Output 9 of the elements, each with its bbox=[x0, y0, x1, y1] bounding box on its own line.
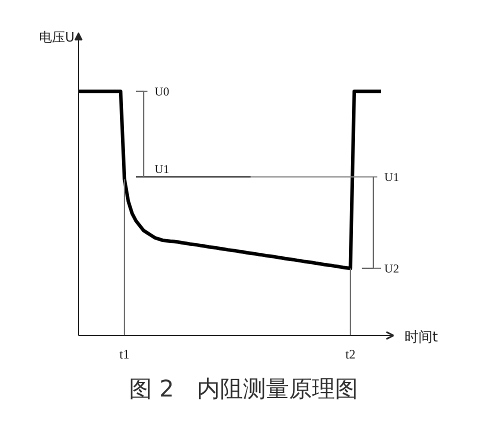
x-axis-title: 时间t bbox=[404, 329, 438, 346]
text: 图 2 内阻测量原理图 bbox=[129, 376, 358, 402]
annotation: U2 bbox=[384, 261, 400, 276]
x-tick-label: t2 bbox=[345, 346, 356, 362]
annotation: U1 bbox=[154, 162, 170, 176]
annotation: U1 bbox=[384, 170, 400, 184]
annotation: U0 bbox=[154, 84, 170, 98]
x-tick-label: t1 bbox=[119, 346, 130, 362]
y-axis-title: 电压U bbox=[38, 30, 74, 46]
